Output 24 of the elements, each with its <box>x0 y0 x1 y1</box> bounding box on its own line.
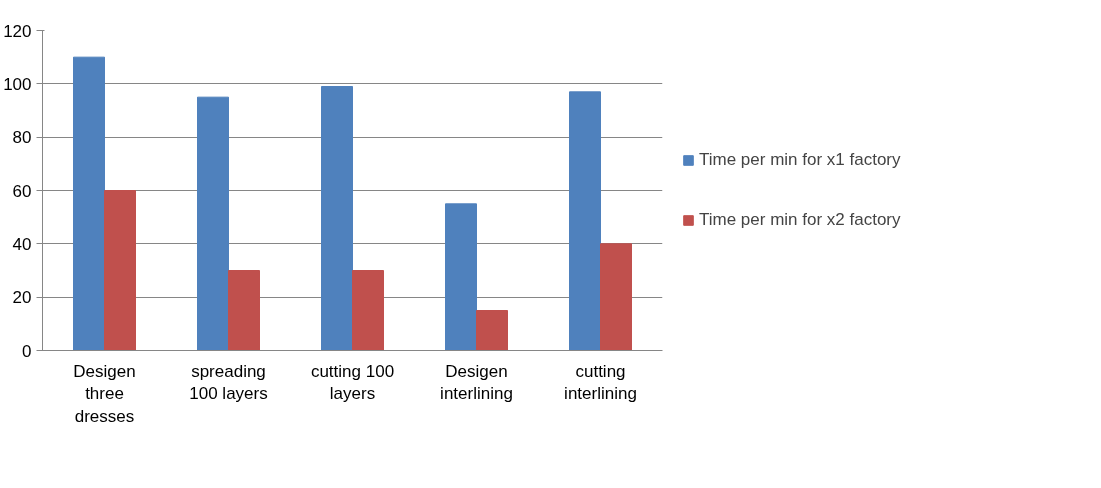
y-tick-label: 120 <box>3 21 32 41</box>
x-tick-label: Desigen three dresses <box>73 361 136 427</box>
y-tick-label: 40 <box>12 234 32 254</box>
y-tick-label: 20 <box>12 288 32 308</box>
bar <box>445 203 477 351</box>
bar <box>321 86 353 351</box>
bar <box>569 91 601 351</box>
bar <box>104 190 136 351</box>
bar <box>197 96 229 351</box>
x-tick-label: Desigen interlining <box>440 361 513 404</box>
x-tick-label: spreading 100 layers <box>189 361 268 404</box>
y-tick-label: 60 <box>12 181 32 201</box>
x-tick-label: cutting 100 layers <box>310 361 395 404</box>
legend-label: Time per min for x1 factory <box>699 150 901 170</box>
y-tick-label: 80 <box>12 128 32 148</box>
bar <box>476 310 508 351</box>
y-tick-label: 0 <box>22 341 32 361</box>
bar <box>352 270 384 351</box>
x-tick-label: cutting interlining <box>564 361 637 404</box>
legend-label: Time per min for x2 factory <box>699 210 901 230</box>
bar <box>600 243 632 351</box>
y-tick-label: 100 <box>3 74 32 94</box>
bar <box>73 56 105 351</box>
bar <box>228 270 260 351</box>
